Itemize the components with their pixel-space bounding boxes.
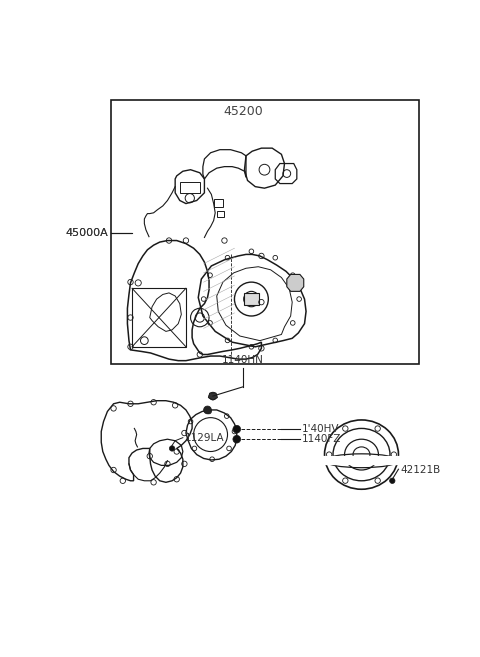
Circle shape	[390, 478, 395, 484]
Text: 1129LA: 1129LA	[184, 433, 224, 443]
Circle shape	[233, 425, 240, 433]
Circle shape	[169, 445, 175, 451]
Text: 45000A: 45000A	[66, 228, 108, 238]
Text: 45000A: 45000A	[66, 228, 108, 238]
Text: 1140FZ: 1140FZ	[301, 434, 341, 444]
Bar	[111, 101, 419, 364]
Circle shape	[204, 406, 211, 414]
Text: 45200: 45200	[224, 106, 264, 118]
Text: 1'40HV: 1'40HV	[301, 424, 339, 434]
Polygon shape	[287, 275, 304, 291]
Text: 42121B: 42121B	[400, 465, 440, 475]
Circle shape	[233, 436, 240, 443]
Text: 1140HN: 1140HN	[222, 355, 264, 365]
Circle shape	[209, 392, 217, 400]
Polygon shape	[244, 293, 259, 306]
Polygon shape	[208, 393, 217, 400]
